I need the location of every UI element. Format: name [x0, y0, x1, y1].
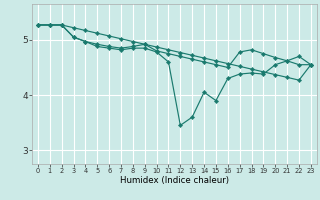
X-axis label: Humidex (Indice chaleur): Humidex (Indice chaleur): [120, 176, 229, 185]
